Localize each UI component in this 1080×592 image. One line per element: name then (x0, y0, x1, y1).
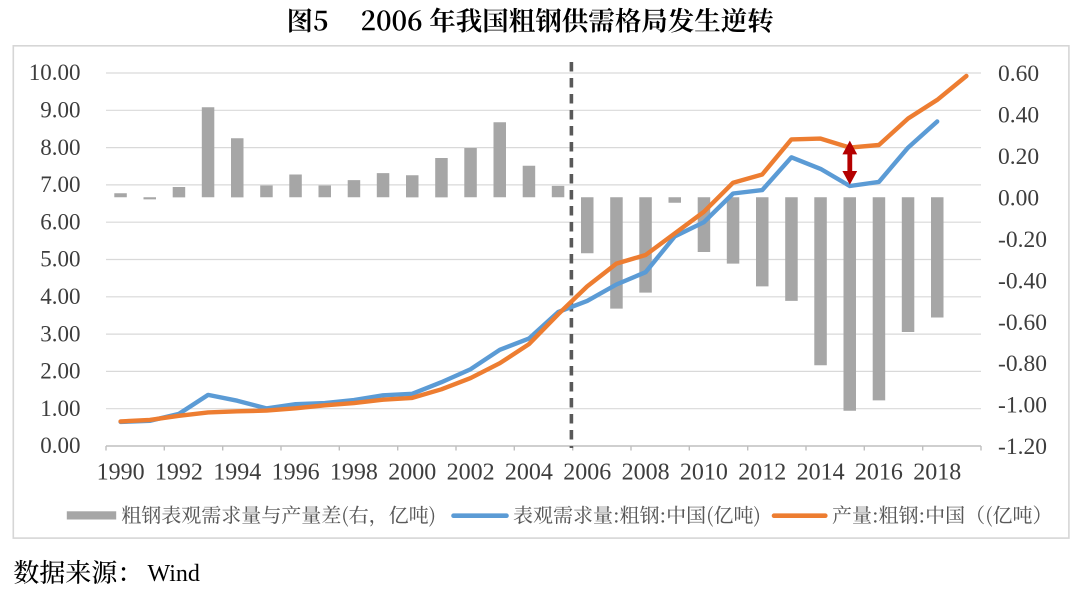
svg-text:0.00: 0.00 (40, 433, 80, 458)
svg-text:2.00: 2.00 (40, 359, 80, 384)
svg-text:-0.20: -0.20 (998, 227, 1047, 253)
svg-text:6.00: 6.00 (40, 209, 80, 234)
svg-text:1990: 1990 (97, 459, 145, 485)
svg-text:1996: 1996 (272, 459, 320, 485)
svg-text:0.00: 0.00 (998, 185, 1039, 211)
svg-text:1.00: 1.00 (40, 396, 80, 421)
svg-text:0.40: 0.40 (998, 103, 1039, 129)
svg-text:2016: 2016 (855, 459, 903, 485)
svg-text:2018: 2018 (913, 459, 961, 485)
svg-text:4.00: 4.00 (40, 284, 80, 309)
svg-text:2000: 2000 (388, 459, 436, 485)
svg-text:7.00: 7.00 (40, 172, 80, 197)
svg-text:-0.60: -0.60 (998, 310, 1047, 336)
svg-text:0.20: 0.20 (998, 144, 1039, 170)
svg-text:1994: 1994 (213, 459, 261, 485)
svg-text:-1.20: -1.20 (998, 434, 1047, 460)
svg-text:5.00: 5.00 (40, 247, 80, 272)
svg-text:-1.00: -1.00 (998, 393, 1047, 419)
svg-text:-0.40: -0.40 (998, 268, 1047, 294)
svg-text:8.00: 8.00 (40, 135, 80, 160)
svg-text:3.00: 3.00 (40, 321, 80, 346)
svg-text:1992: 1992 (155, 459, 203, 485)
svg-text:2012: 2012 (738, 459, 786, 485)
svg-text:Wind: Wind (148, 561, 200, 587)
svg-text:0.60: 0.60 (998, 61, 1039, 87)
svg-text:-0.80: -0.80 (998, 351, 1047, 377)
svg-text:10.00: 10.00 (29, 60, 81, 85)
svg-text:2004: 2004 (505, 459, 553, 485)
svg-text:2008: 2008 (622, 459, 670, 485)
svg-text:2002: 2002 (447, 459, 495, 485)
svg-text:9.00: 9.00 (40, 98, 80, 123)
svg-text:2010: 2010 (680, 459, 728, 485)
svg-text:2014: 2014 (797, 459, 845, 485)
svg-text:1998: 1998 (330, 459, 378, 485)
svg-text:2006: 2006 (563, 459, 611, 485)
